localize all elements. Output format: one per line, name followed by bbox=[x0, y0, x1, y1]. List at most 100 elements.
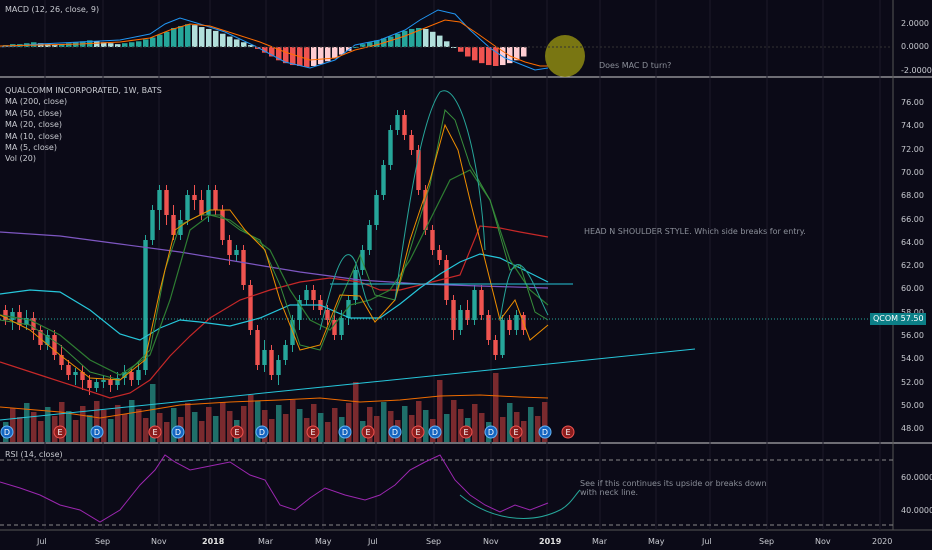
earnings-marker[interactable] bbox=[411, 425, 425, 439]
earnings-marker[interactable] bbox=[561, 425, 575, 439]
macd-histogram-bar bbox=[73, 42, 79, 47]
legend-ma200[interactable]: MA (200, close) bbox=[5, 97, 68, 107]
candle-body bbox=[507, 320, 512, 330]
event-marker-letter: D bbox=[4, 428, 10, 437]
volume-bar bbox=[136, 409, 142, 442]
dividend-marker[interactable] bbox=[90, 425, 104, 439]
candle-body bbox=[486, 315, 491, 340]
candle-body bbox=[157, 190, 162, 210]
dividend-marker[interactable] bbox=[171, 425, 185, 439]
dividend-marker[interactable] bbox=[338, 425, 352, 439]
right-shoulder-arc[interactable] bbox=[499, 264, 549, 321]
candle-body bbox=[402, 115, 407, 135]
macd-note[interactable]: Does MAC D turn? bbox=[599, 61, 672, 70]
price-axis-label: 68.00 bbox=[901, 191, 924, 201]
legend-vol[interactable]: Vol (20) bbox=[5, 154, 36, 164]
volume-bar bbox=[374, 416, 380, 442]
volume-bars bbox=[0, 373, 549, 442]
macd-histogram-bar bbox=[220, 33, 226, 47]
macd-histogram-bar bbox=[276, 47, 282, 61]
legend-ma20[interactable]: MA (20, close) bbox=[5, 120, 63, 130]
candle-body bbox=[80, 372, 85, 380]
dividend-marker[interactable] bbox=[484, 425, 498, 439]
macd-histogram-bar bbox=[59, 44, 65, 47]
volume-bar bbox=[101, 410, 107, 442]
price-axis-label: 76.00 bbox=[901, 98, 924, 107]
legend-ma5[interactable]: MA (5, close) bbox=[5, 143, 57, 153]
candle-body bbox=[395, 115, 400, 130]
rsi-line bbox=[0, 454, 549, 523]
candle-body bbox=[143, 240, 148, 370]
earnings-marker[interactable] bbox=[230, 425, 244, 439]
event-marker-letter: D bbox=[342, 428, 348, 437]
rsi-note-line2[interactable]: with neck line. bbox=[580, 488, 639, 497]
head-arc[interactable] bbox=[394, 90, 486, 301]
rsi-label: RSI (14, close) bbox=[5, 450, 63, 459]
candle-body bbox=[311, 290, 316, 300]
macd-histogram-bar bbox=[115, 44, 121, 47]
earnings-marker[interactable] bbox=[509, 425, 523, 439]
legend-symbol[interactable]: QUALCOMM INCORPORATED, 1W, BATS bbox=[5, 86, 162, 95]
event-marker-letter: D bbox=[94, 428, 100, 437]
time-axis-label: Mar bbox=[592, 537, 608, 546]
rsi-note-line1[interactable]: See if this continues its upside or brea… bbox=[580, 479, 767, 488]
volume-bar bbox=[444, 414, 450, 442]
earnings-marker[interactable] bbox=[361, 425, 375, 439]
candle-body bbox=[451, 300, 456, 330]
legend-ma50[interactable]: MA (50, close) bbox=[5, 108, 63, 118]
earnings-marker[interactable] bbox=[306, 425, 320, 439]
left-shoulder-arc[interactable] bbox=[319, 254, 373, 331]
neckline[interactable] bbox=[0, 348, 696, 421]
candle-body bbox=[164, 190, 169, 215]
volume-bar bbox=[479, 413, 485, 442]
dividend-marker[interactable] bbox=[388, 425, 402, 439]
earnings-marker[interactable] bbox=[53, 425, 67, 439]
volume-bar bbox=[325, 422, 331, 442]
volume-bar bbox=[262, 410, 268, 442]
legend-ma10[interactable]: MA (10, close) bbox=[5, 131, 63, 141]
candle-body bbox=[185, 195, 190, 220]
volume-bar bbox=[248, 395, 254, 442]
ma20-line bbox=[0, 169, 549, 376]
time-axis-label: May bbox=[648, 537, 665, 546]
price-axis-label: 62.00 bbox=[901, 261, 924, 271]
macd-histogram-bar bbox=[325, 47, 331, 62]
candle-body bbox=[66, 365, 71, 375]
dividend-marker[interactable] bbox=[255, 425, 269, 439]
candle-body bbox=[3, 310, 8, 320]
hs-note[interactable]: HEAD N SHOULDER STYLE. Which side breaks… bbox=[584, 227, 806, 236]
candle-body bbox=[269, 350, 274, 375]
macd-histogram-bar bbox=[339, 47, 345, 55]
macd-histogram-bar bbox=[122, 43, 128, 47]
candle-body bbox=[87, 380, 92, 388]
time-axis-label: May bbox=[315, 537, 332, 546]
earnings-marker[interactable] bbox=[148, 425, 162, 439]
dividend-marker[interactable] bbox=[428, 425, 442, 439]
macd-histogram-bar bbox=[493, 47, 499, 66]
candle-body bbox=[444, 260, 449, 300]
time-axis-label: Jul bbox=[368, 537, 378, 546]
price-axis-label: 50.00 bbox=[901, 400, 924, 410]
volume-bar bbox=[276, 405, 282, 442]
main-legend: QUALCOMM INCORPORATED, 1W, BATS MA (200,… bbox=[5, 85, 162, 165]
volume-bar bbox=[409, 415, 415, 442]
macd-histogram-bar bbox=[360, 44, 366, 47]
candle-body bbox=[206, 190, 211, 215]
volume-bar bbox=[332, 408, 338, 442]
rsi-bowl-arc[interactable] bbox=[459, 489, 581, 519]
candle-body bbox=[423, 190, 428, 230]
candle-body bbox=[220, 210, 225, 240]
macd-histogram-bar bbox=[192, 25, 198, 47]
volume-bar bbox=[353, 382, 359, 442]
macd-histogram-bar bbox=[129, 42, 135, 47]
macd-histogram-bar bbox=[304, 47, 310, 67]
dividend-marker[interactable] bbox=[538, 425, 552, 439]
macd-line bbox=[0, 9, 549, 71]
macd-histogram-bar bbox=[171, 28, 177, 47]
earnings-marker[interactable] bbox=[459, 425, 473, 439]
dividend-marker[interactable] bbox=[0, 425, 14, 439]
event-marker-letter: E bbox=[513, 428, 518, 437]
macd-histogram-bar bbox=[52, 45, 58, 47]
